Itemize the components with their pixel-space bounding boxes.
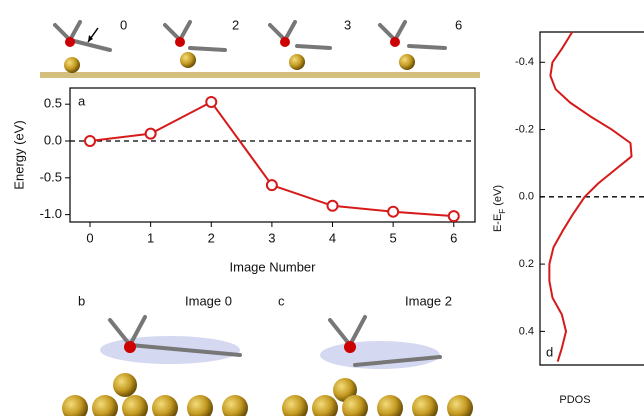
image-label: 2 <box>232 17 239 32</box>
x-tick-label: 3 <box>268 230 275 245</box>
plot-frame <box>70 88 475 222</box>
structure-panels: b Image 0 c Image 2 <box>62 293 473 416</box>
y-tick-label: 0.2 <box>519 258 534 270</box>
y-tick-label: -0.4 <box>515 56 534 68</box>
x-axis-label: Image Number <box>230 259 317 274</box>
x-tick-label: 1 <box>147 230 154 245</box>
data-point <box>449 211 459 221</box>
x-tick-label: 5 <box>390 230 397 245</box>
x-tick-label: 2 <box>208 230 215 245</box>
data-point <box>146 129 156 139</box>
y-axis-label-part: (eV) <box>492 185 504 209</box>
data-point <box>388 207 398 217</box>
x-tick-label: 6 <box>450 230 457 245</box>
data-point <box>328 201 338 211</box>
plot-frame <box>540 32 644 365</box>
x-tick-label: 4 <box>329 230 336 245</box>
y-tick-label: 0.4 <box>519 325 534 337</box>
x-tick-label: 0 <box>86 230 93 245</box>
panel-letter: b <box>78 293 85 308</box>
panel-title: Image 2 <box>405 293 452 308</box>
image-label: 6 <box>455 17 462 32</box>
y-tick-label: -0.5 <box>40 169 62 184</box>
image-label: 0 <box>120 17 127 32</box>
y-axis-label: E-EF (eV) <box>492 185 507 232</box>
data-line <box>90 102 454 216</box>
x-axis-label: PDOS <box>559 394 590 406</box>
image-label: 3 <box>344 17 351 32</box>
panel-letter: a <box>78 93 86 108</box>
data-point <box>267 180 277 190</box>
y-tick-label: 0.5 <box>44 96 62 111</box>
panel-letter: d <box>546 344 553 359</box>
y-axis-label: Energy (eV) <box>11 120 26 189</box>
top-images: 0 2 3 6 <box>40 17 480 78</box>
figure: 0 2 3 6 b Image 0 c Image 2 0.5 0 <box>0 0 644 416</box>
y-tick-label: 0.0 <box>44 132 62 147</box>
panel-letter: c <box>278 293 285 308</box>
panel-title: Image 0 <box>185 293 232 308</box>
y-tick-label: -0.2 <box>515 123 534 135</box>
data-point <box>85 136 95 146</box>
data-point <box>206 97 216 107</box>
y-tick-label: -1.0 <box>40 206 62 221</box>
y-axis-label-part: E-E <box>492 214 504 232</box>
y-tick-label: 0.0 <box>519 191 534 203</box>
